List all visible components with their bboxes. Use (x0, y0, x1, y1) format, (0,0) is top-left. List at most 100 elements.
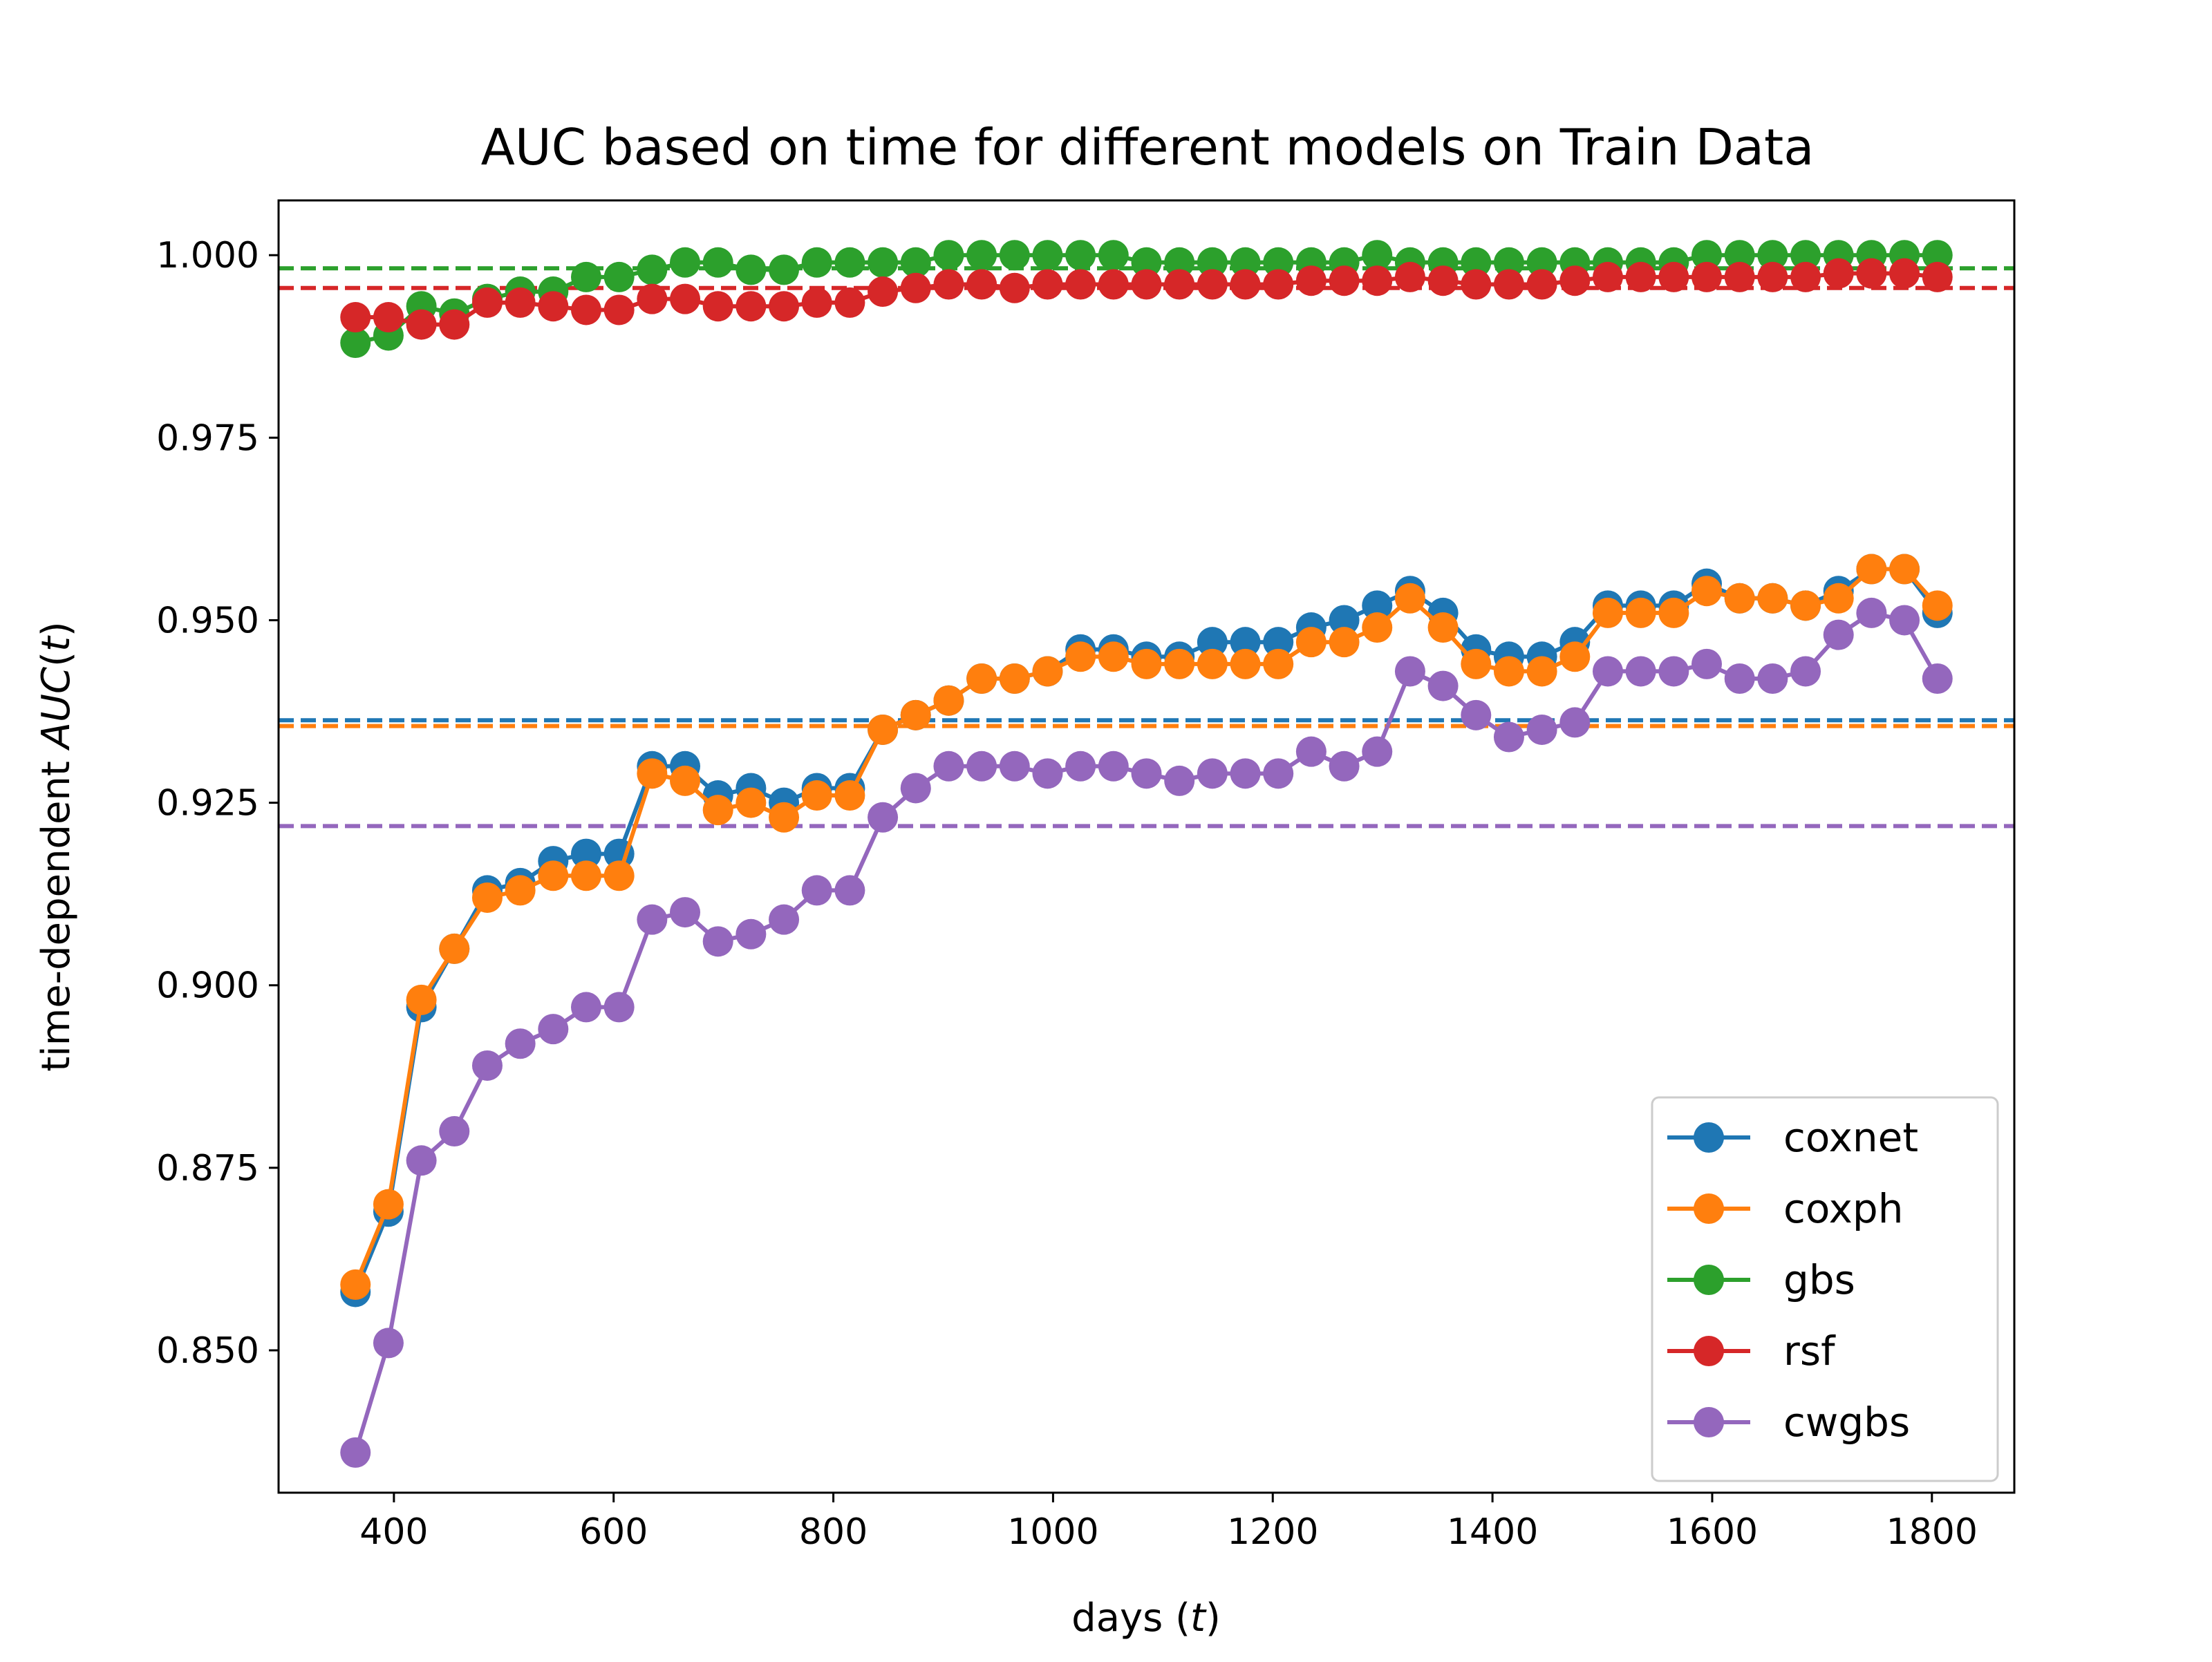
data-point-gbs (1493, 247, 1524, 278)
data-point-rsf (933, 269, 964, 300)
data-point-cwgbs (900, 773, 931, 804)
data-point-cwgbs (868, 802, 899, 833)
data-point-coxph (1197, 648, 1228, 679)
x-tick-label: 1400 (1447, 1511, 1538, 1553)
data-point-coxnet (1362, 590, 1393, 621)
data-point-coxnet (1263, 627, 1294, 658)
data-point-rsf (1691, 261, 1723, 292)
data-point-coxph (1889, 554, 1920, 585)
data-point-coxnet (1230, 627, 1261, 658)
data-point-coxph (966, 663, 997, 695)
data-point-gbs (1230, 247, 1261, 278)
data-point-cwgbs (1394, 656, 1425, 687)
data-point-rsf (1230, 269, 1261, 300)
data-point-coxph (1592, 597, 1623, 628)
data-point-cwgbs (1295, 736, 1327, 767)
data-point-coxph (1131, 648, 1162, 679)
data-point-cwgbs (1625, 656, 1656, 687)
data-point-gbs (1922, 240, 1953, 271)
data-point-coxph (1724, 583, 1755, 614)
data-point-cwgbs (735, 918, 767, 950)
y-axis-label: time-dependent AUC(t) (34, 621, 79, 1072)
data-point-coxph (1032, 656, 1063, 687)
data-point-coxph (570, 860, 601, 891)
data-point-rsf (603, 294, 635, 325)
data-point-coxph (1823, 583, 1854, 614)
legend-label: gbs (1783, 1256, 1855, 1303)
data-point-cwgbs (1856, 597, 1887, 628)
data-point-coxph (670, 765, 701, 796)
data-point-coxph (1526, 656, 1557, 687)
data-point-gbs (801, 247, 832, 278)
data-point-coxph (505, 875, 536, 906)
data-point-cwgbs (1461, 699, 1492, 730)
data-point-coxph (769, 802, 800, 833)
data-point-gbs (769, 254, 800, 285)
legend-swatch-marker (1694, 1265, 1724, 1295)
data-point-rsf (471, 287, 503, 318)
legend-label: rsf (1783, 1328, 1836, 1375)
chart-title: AUC based on time for different models o… (481, 118, 1815, 176)
data-point-gbs (1362, 240, 1393, 271)
data-point-gbs (1790, 240, 1821, 271)
data-point-gbs (670, 247, 701, 278)
data-point-rsf (340, 302, 371, 333)
data-point-cwgbs (603, 992, 635, 1023)
data-point-gbs (1065, 240, 1096, 271)
data-point-coxph (900, 699, 931, 730)
data-point-coxph (1691, 576, 1723, 607)
data-point-coxnet (1197, 627, 1228, 658)
data-point-cwgbs (801, 875, 832, 906)
data-point-gbs (1032, 240, 1063, 271)
data-point-coxph (406, 984, 437, 1015)
data-point-cwgbs (1790, 656, 1821, 687)
data-point-gbs (868, 247, 899, 278)
data-point-cwgbs (1889, 605, 1920, 636)
data-point-cwgbs (1329, 750, 1360, 782)
data-point-gbs (340, 328, 371, 359)
data-point-cwgbs (1032, 758, 1063, 789)
data-point-cwgbs (999, 750, 1030, 782)
data-point-cwgbs (637, 904, 668, 935)
data-point-gbs (702, 247, 733, 278)
data-point-rsf (1164, 269, 1195, 300)
legend-swatch-marker (1694, 1193, 1724, 1224)
y-tick-label: 0.900 (156, 965, 259, 1007)
data-point-coxph (933, 685, 964, 716)
axes-frame (277, 199, 2016, 1494)
series-coxph (340, 554, 1953, 1300)
data-point-cwgbs (1757, 663, 1788, 695)
y-tick-label: 0.850 (156, 1330, 259, 1372)
legend-item-rsf: rsf (1667, 1328, 1836, 1375)
data-point-cwgbs (1922, 663, 1953, 695)
legend-item-coxph: coxph (1667, 1185, 1904, 1232)
data-point-rsf (702, 291, 733, 322)
plot-area (279, 240, 2014, 1468)
data-point-rsf (1757, 261, 1788, 292)
x-tick-label: 600 (579, 1511, 648, 1553)
data-point-cwgbs (1658, 656, 1689, 687)
data-point-cwgbs (1823, 619, 1854, 650)
data-point-cwgbs (1559, 707, 1591, 738)
data-point-rsf (1658, 261, 1689, 292)
data-point-cwgbs (670, 897, 701, 928)
x-tick-label: 400 (359, 1511, 428, 1553)
data-point-coxph (999, 663, 1030, 695)
y-tick-label: 0.975 (156, 417, 259, 459)
legend-item-gbs: gbs (1667, 1256, 1855, 1303)
data-point-rsf (1362, 265, 1393, 296)
data-point-rsf (1131, 269, 1162, 300)
data-point-cwgbs (1493, 721, 1524, 753)
data-point-rsf (1526, 269, 1557, 300)
data-point-rsf (1625, 261, 1656, 292)
data-point-cwgbs (340, 1437, 371, 1468)
data-point-coxph (603, 860, 635, 891)
data-point-cwgbs (1164, 765, 1195, 796)
data-point-cwgbs (1065, 750, 1096, 782)
data-point-gbs (1131, 247, 1162, 278)
data-point-rsf (834, 287, 865, 318)
legend-item-cwgbs: cwgbs (1667, 1399, 1910, 1446)
data-point-coxph (1394, 583, 1425, 614)
data-point-cwgbs (1131, 758, 1162, 789)
